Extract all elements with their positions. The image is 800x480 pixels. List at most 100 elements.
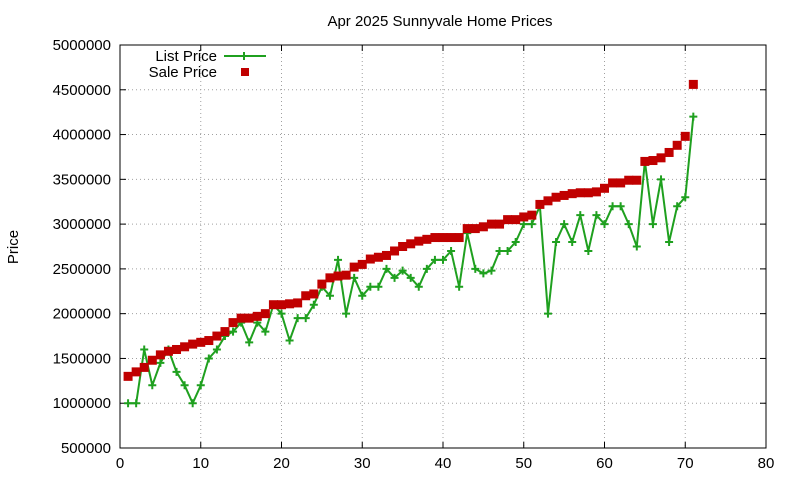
sale-price-point <box>155 350 165 360</box>
sale-price-point <box>624 175 634 185</box>
list-price-point <box>293 314 302 323</box>
sale-price-point <box>511 215 521 225</box>
list-price-point <box>196 381 205 390</box>
list-price-point <box>422 264 431 273</box>
list-price-point <box>584 246 593 255</box>
sale-price-point <box>664 147 674 157</box>
sale-price-point <box>454 233 464 243</box>
y-tick-label: 4500000 <box>53 82 111 99</box>
sale-price-point <box>486 219 496 229</box>
sale-price-point <box>285 299 295 309</box>
sale-price-point <box>600 183 609 193</box>
list-price-point <box>568 238 577 247</box>
list-price-point <box>366 282 375 291</box>
sale-price-point <box>438 233 448 243</box>
sale-price-point <box>414 236 424 246</box>
axis-ticks: 0 10 20 30 40 50 60 70 80 500000 1000000 1500000 200… <box>53 37 775 472</box>
sale-price-point <box>575 188 585 198</box>
list-price-point <box>632 242 641 251</box>
list-price-point <box>527 220 536 229</box>
list-price-point <box>503 246 512 255</box>
sale-price-point <box>672 140 682 150</box>
sale-price-point <box>462 224 472 234</box>
sale-price-point <box>357 259 367 269</box>
list-price-point <box>342 309 351 318</box>
sale-price-point <box>406 239 416 249</box>
sale-price-point <box>381 250 391 260</box>
sale-price-point <box>632 175 642 185</box>
y-tick-label: 2000000 <box>53 306 111 323</box>
y-tick-label: 5000000 <box>53 37 111 54</box>
sale-price-point <box>503 215 513 225</box>
sale-price-point <box>277 300 286 310</box>
legend-label-list-price: List Price <box>155 48 217 65</box>
sale-price-point <box>470 224 480 234</box>
sale-price-point <box>188 339 198 349</box>
x-tick-label: 20 <box>273 455 290 472</box>
sale-price-point <box>204 336 214 346</box>
x-tick-label: 80 <box>758 455 775 472</box>
sale-price-point <box>293 298 303 308</box>
sale-price-point <box>341 270 351 280</box>
sale-price-point <box>591 187 601 197</box>
y-tick-label: 3000000 <box>53 216 111 233</box>
sale-price-point <box>309 289 319 299</box>
sale-price-point <box>325 273 335 283</box>
sale-price-point <box>172 344 182 354</box>
list-price-point <box>624 220 633 229</box>
sale-price-point <box>301 291 311 301</box>
y-axis-label: Price <box>5 230 22 264</box>
sale-price-point <box>333 271 343 281</box>
legend-marker-sale-price <box>241 68 249 76</box>
x-tick-label: 50 <box>515 455 532 472</box>
list-price-point <box>325 291 334 300</box>
sale-price-point <box>535 199 545 209</box>
list-price-point <box>592 211 601 220</box>
sale-price-point <box>252 311 262 321</box>
sale-price-point <box>478 222 488 232</box>
x-tick-label: 30 <box>354 455 371 472</box>
sale-price-point <box>422 234 432 244</box>
list-price-point <box>124 399 133 408</box>
grid <box>120 45 766 448</box>
list-price-point <box>487 266 496 275</box>
sale-price-point <box>196 337 206 347</box>
sale-price-point <box>365 254 375 264</box>
list-price-point <box>648 220 657 229</box>
y-tick-label: 4000000 <box>53 127 111 144</box>
list-price-point <box>600 220 609 229</box>
list-price-point <box>576 211 585 220</box>
list-price-point <box>229 327 238 336</box>
y-tick-label: 1000000 <box>53 395 111 412</box>
sale-price-point <box>608 178 618 188</box>
sale-price-point <box>495 219 505 229</box>
list-price-point <box>350 273 359 282</box>
list-price-point <box>140 345 149 354</box>
sale-price-point <box>583 188 593 198</box>
list-price-point <box>560 220 569 229</box>
list-price-point <box>447 246 456 255</box>
sale-price-point <box>373 252 383 262</box>
sale-price-point <box>446 233 456 243</box>
list-price-point <box>204 354 213 363</box>
sale-price-point <box>268 300 278 310</box>
series-layer <box>123 79 698 408</box>
sale-price-point <box>349 262 359 272</box>
sale-price-point <box>688 79 698 89</box>
sale-price-point <box>398 242 408 251</box>
list-price-point <box>172 367 181 376</box>
list-price-point <box>495 246 504 255</box>
sale-price-point <box>527 210 537 220</box>
y-tick-label: 3500000 <box>53 171 111 188</box>
list-price-point <box>552 238 561 247</box>
list-price-line <box>128 116 695 405</box>
list-price-point <box>681 193 690 202</box>
legend-item-sale-price: Sale Price <box>149 64 249 81</box>
list-price-point <box>212 345 221 354</box>
sale-price-point <box>244 313 254 323</box>
list-price-point <box>309 300 318 309</box>
sale-price-point <box>139 362 149 372</box>
y-tick-label: 1500000 <box>53 350 111 367</box>
list-price-point <box>390 273 399 282</box>
